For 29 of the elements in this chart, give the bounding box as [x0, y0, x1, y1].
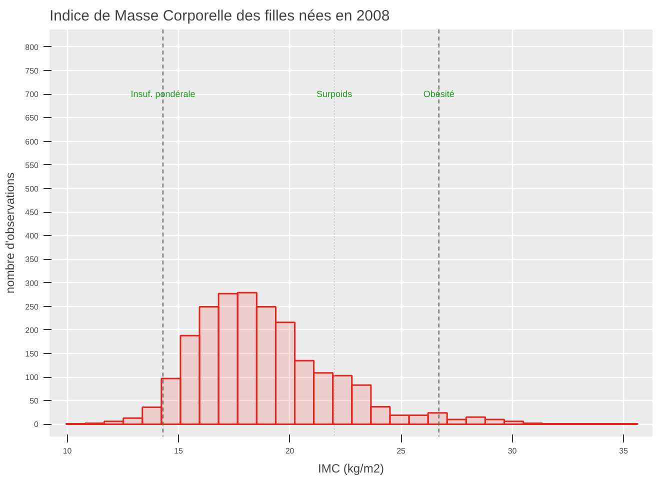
x-tick-label: 35: [619, 446, 629, 456]
y-tick-label: 0: [34, 420, 40, 430]
y-axis-title: nombre d'observations: [3, 172, 18, 294]
x-tick-label: 25: [396, 446, 406, 456]
y-tick-label: 500: [25, 184, 40, 194]
chart-title: Indice de Masse Corporelle des filles nées en 2008: [50, 8, 390, 24]
y-tick-label: 700: [25, 90, 40, 100]
y-tick-label: 800: [25, 42, 40, 52]
y-tick-label: 300: [25, 278, 40, 288]
y-tick-label: 750: [25, 66, 40, 76]
x-axis-title: IMC (kg/m2): [318, 462, 384, 476]
ref-line-label: Surpoids: [316, 88, 353, 99]
y-tick-label: 600: [25, 137, 40, 146]
x-tick-label: 20: [285, 446, 295, 456]
y-tick-label: 200: [25, 326, 40, 335]
y-tick-label: 400: [25, 232, 40, 241]
y-tick-label: 550: [25, 160, 40, 170]
y-tick-label: 450: [25, 208, 40, 218]
y-tick-label: 250: [25, 302, 40, 312]
x-tick-label: 30: [508, 446, 518, 456]
x-tick-label: 15: [174, 446, 184, 456]
y-tick-label: 150: [25, 349, 40, 358]
y-tick-label: 50: [30, 396, 40, 406]
x-tick-label: 10: [62, 446, 72, 456]
ref-line-label: Obésité: [423, 88, 454, 99]
y-tick-label: 100: [25, 373, 40, 382]
ref-line-label: Insuf. pondérale: [130, 88, 196, 99]
y-tick-label: 350: [25, 255, 40, 264]
y-tick-label: 650: [25, 114, 40, 123]
